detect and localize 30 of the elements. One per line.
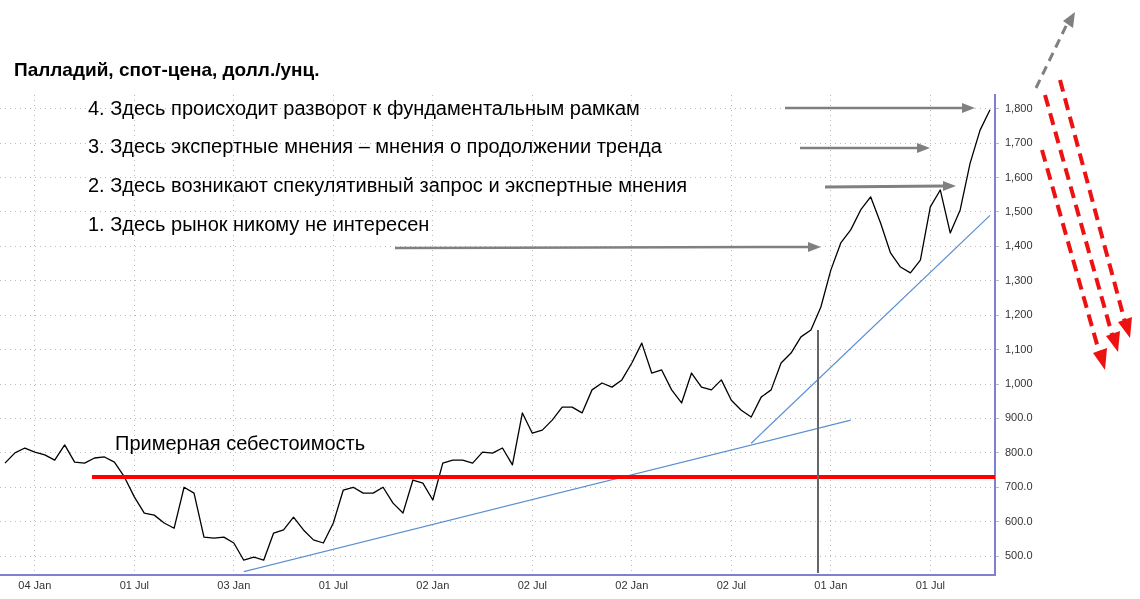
y-tick-label: 700.0	[1005, 480, 1033, 493]
y-tick-label: 1,700	[1005, 136, 1033, 149]
y-tick-label: 1,300	[1005, 273, 1033, 286]
y-tick-label: 600.0	[1005, 514, 1033, 527]
y-tick-label: 1,800	[1005, 101, 1033, 114]
x-tick-label: 02 Jan	[416, 578, 450, 591]
y-tick-label: 800.0	[1005, 445, 1033, 458]
annotation: 2. Здесь возникают спекулятивный запрос и экспертные мнения	[88, 173, 688, 197]
x-tick-label: 02 Jul	[716, 578, 746, 591]
x-tick-label: 01 Jul	[915, 578, 945, 591]
x-tick-label: 01 Jul	[119, 578, 149, 591]
y-tick-label: 500.0	[1005, 549, 1033, 562]
ref-line-label: Примерная себестоимость	[115, 432, 366, 455]
annotation: 3. Здесь экспертные мнения – мнения о продолжении тренда	[88, 134, 662, 158]
y-tick-label: 1,500	[1005, 205, 1033, 218]
y-tick-label: 1,000	[1005, 377, 1033, 390]
x-tick-label: 02 Jul	[517, 578, 547, 591]
y-tick-label: 1,200	[1005, 308, 1033, 321]
x-tick-label: 01 Jul	[318, 578, 348, 591]
y-tick-label: 1,600	[1005, 170, 1033, 183]
x-tick-label: 01 Jan	[814, 578, 848, 591]
chart-title: Палладий, спот-цена, долл./унц.	[14, 58, 320, 82]
x-tick-label: 03 Jan	[217, 578, 251, 591]
y-tick-label: 1,100	[1005, 342, 1033, 355]
annotation: 4. Здесь происходит разворот к фундаментальным рамкам	[88, 96, 640, 120]
y-tick-label: 1,400	[1005, 239, 1033, 252]
y-tick-label: 900.0	[1005, 411, 1033, 424]
annotation: 1. Здесь рынок никому не интересен	[88, 212, 430, 236]
x-tick-label: 04 Jan	[18, 578, 52, 591]
x-tick-label: 02 Jan	[615, 578, 649, 591]
